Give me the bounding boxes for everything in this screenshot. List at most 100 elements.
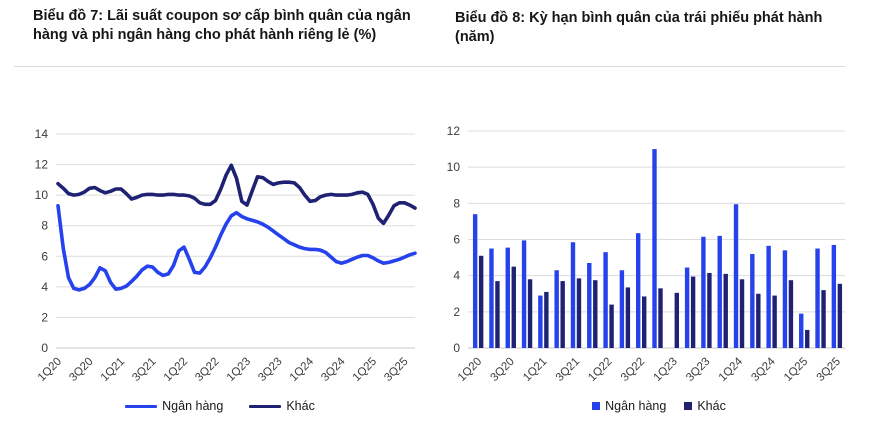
bar-Ngân hàng — [782, 250, 788, 348]
bar-Khác — [674, 292, 680, 348]
x-tick-label: 3Q20 — [488, 356, 516, 384]
series-line-Khác — [56, 163, 417, 226]
chart8-title: Biểu đồ 8: Kỳ hạn bình quân của trái phi… — [455, 10, 823, 45]
bar-Ngân hàng — [505, 247, 510, 348]
bar-Ngân hàng — [831, 244, 837, 348]
x-tick-label: 1Q24 — [717, 355, 746, 384]
legend-label: Ngân hàng — [162, 399, 224, 413]
bar-Ngân hàng — [684, 267, 690, 348]
legend-label: Ngân hàng — [605, 399, 667, 413]
bar-Ngân hàng — [635, 233, 641, 348]
y-tick-label: 4 — [453, 269, 460, 283]
y-tick-label: 8 — [453, 196, 460, 210]
bar-Ngân hàng — [652, 149, 657, 348]
bar-Khác — [609, 304, 614, 348]
y-tick-label: 6 — [453, 233, 460, 247]
bar-Ngân hàng — [701, 236, 706, 348]
bar-Khác — [527, 279, 533, 348]
y-tick-label: 6 — [41, 249, 48, 263]
chart8-legend: Ngân hàng Khác — [439, 399, 879, 413]
bar-Khác — [805, 329, 810, 348]
legend-label: Khác — [697, 399, 726, 413]
bar-Ngân hàng — [799, 313, 804, 348]
y-tick-label: 12 — [35, 158, 49, 172]
bar-Khác — [544, 291, 549, 348]
bar-Ngân hàng — [733, 204, 739, 348]
bar-Ngân hàng — [570, 242, 576, 348]
bar-Khác — [739, 279, 745, 348]
y-tick-label: 4 — [41, 280, 48, 294]
x-tick-label: 3Q20 — [67, 356, 95, 384]
bar-Ngân hàng — [521, 240, 527, 348]
legend-item-khac: Khác — [249, 399, 315, 413]
x-tick-label: 1Q24 — [288, 355, 317, 384]
y-tick-label: 8 — [41, 219, 48, 233]
x-tick-label: 3Q23 — [256, 356, 284, 384]
x-tick-label: 3Q24 — [319, 355, 348, 384]
bar-Khác — [495, 281, 500, 348]
bar-Khác — [707, 272, 712, 348]
bar-Khác — [821, 290, 826, 348]
bar-Khác — [576, 278, 582, 348]
bar-Ngân hàng — [587, 263, 592, 348]
bar-Ngân hàng — [603, 252, 608, 348]
x-tick-label: 1Q20 — [36, 356, 64, 384]
chart7-title: Biểu đồ 7: Lãi suất coupon sơ cấp bình q… — [33, 8, 411, 43]
x-tick-label: 3Q23 — [684, 356, 712, 384]
series-line-Ngân hàng — [56, 204, 417, 292]
x-tick-label: 3Q21 — [554, 356, 582, 384]
x-tick-label: 1Q20 — [456, 356, 484, 384]
bar-Ngân hàng — [717, 235, 722, 348]
line-swatch-icon — [249, 404, 282, 408]
bar-Ngân hàng — [554, 270, 559, 348]
y-tick-label: 0 — [41, 341, 48, 355]
x-tick-label: 1Q22 — [162, 356, 190, 384]
x-tick-label: 1Q21 — [521, 356, 549, 384]
legend-item-ngan-hang: Ngân hàng — [125, 399, 223, 413]
bar-Ngân hàng — [766, 245, 771, 348]
bar-Khác — [723, 273, 728, 348]
bar-Khác — [511, 266, 516, 348]
y-tick-label: 14 — [35, 127, 49, 141]
x-tick-label: 3Q24 — [749, 355, 778, 384]
square-swatch-icon — [684, 402, 693, 410]
x-tick-label: 3Q22 — [193, 356, 221, 384]
bar-Ngân hàng — [815, 248, 820, 348]
y-tick-label: 2 — [41, 310, 48, 324]
chart7-legend: Ngân hàng Khác — [0, 399, 440, 413]
y-tick-label: 10 — [447, 160, 461, 174]
x-tick-label: 3Q22 — [619, 356, 647, 384]
x-tick-label: 1Q25 — [351, 356, 379, 384]
x-tick-label: 1Q21 — [99, 356, 127, 384]
x-tick-label: 1Q23 — [225, 356, 253, 384]
bar-Ngân hàng — [619, 270, 625, 348]
bar-Khác — [625, 287, 631, 348]
bar-Khác — [658, 288, 663, 348]
legend-item-khac: Khác — [684, 399, 726, 413]
title-divider — [14, 66, 845, 67]
bar-Khác — [593, 280, 598, 348]
x-tick-label: 3Q25 — [815, 356, 843, 384]
bar-Khác — [641, 296, 647, 348]
bar-Ngân hàng — [472, 214, 478, 348]
square-swatch-icon — [592, 402, 601, 410]
bar-Khác — [756, 293, 761, 348]
x-tick-label: 3Q25 — [382, 356, 410, 384]
bar-Khác — [560, 281, 565, 348]
y-tick-label: 0 — [453, 341, 460, 355]
y-tick-label: 10 — [35, 188, 49, 202]
bar-Khác — [837, 283, 843, 348]
y-tick-label: 12 — [447, 124, 461, 138]
bar-Ngân hàng — [489, 248, 494, 348]
legend-label: Khác — [286, 399, 315, 413]
x-tick-label: 1Q23 — [652, 356, 680, 384]
x-tick-label: 1Q22 — [586, 356, 614, 384]
bar-Khác — [788, 280, 794, 348]
legend-item-ngan-hang: Ngân hàng — [592, 399, 666, 413]
line-swatch-icon — [125, 404, 158, 408]
x-tick-label: 1Q25 — [782, 356, 810, 384]
bar-Khác — [478, 255, 484, 348]
